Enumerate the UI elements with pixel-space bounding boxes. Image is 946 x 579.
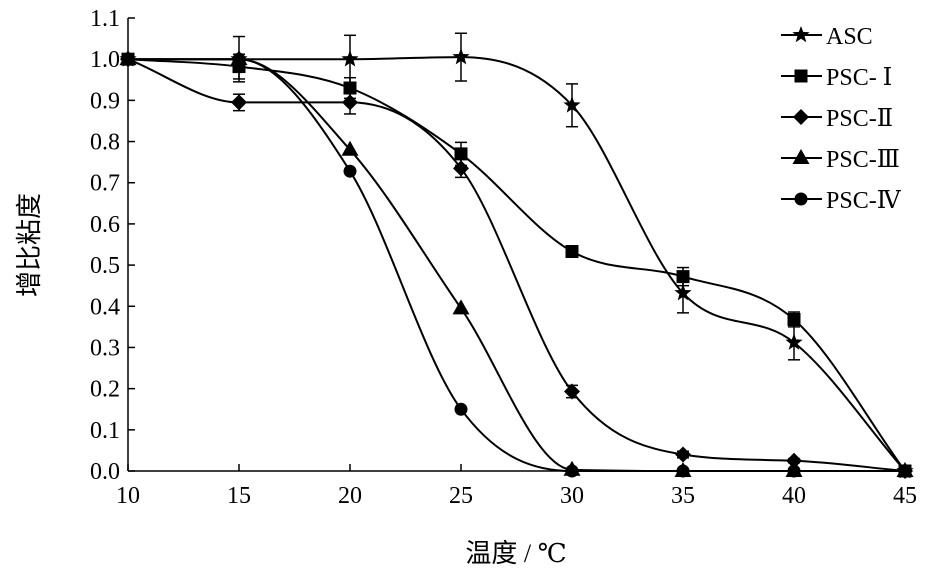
y-tick-label: 0.8 bbox=[90, 130, 120, 156]
data-point-diamond bbox=[231, 94, 247, 111]
data-point-circle bbox=[676, 464, 690, 478]
y-tick-label: 1.1 bbox=[90, 6, 120, 32]
y-tick-label: 0.1 bbox=[90, 418, 120, 444]
data-point-circle bbox=[898, 464, 912, 478]
x-tick-label: 15 bbox=[227, 483, 251, 509]
markers bbox=[119, 48, 914, 479]
legend-marker-square bbox=[794, 69, 808, 83]
legend-marker-diamond bbox=[793, 109, 809, 125]
y-tick-label: 0.2 bbox=[90, 377, 120, 403]
data-point-circle bbox=[343, 164, 357, 178]
y-tick-label: 1.0 bbox=[90, 47, 120, 73]
data-point-diamond bbox=[342, 94, 358, 111]
legend-marker-star bbox=[792, 26, 810, 43]
x-axis-title: 温度 / ℃ bbox=[465, 539, 566, 568]
legend-label: PSC-Ⅱ bbox=[826, 106, 893, 132]
data-point-circle bbox=[121, 52, 135, 66]
data-point-diamond bbox=[564, 383, 580, 400]
data-point-square bbox=[343, 81, 357, 95]
data-point-square bbox=[454, 147, 468, 161]
legend-label: PSC- Ⅰ bbox=[826, 65, 892, 91]
y-tick-label: 0.4 bbox=[90, 294, 120, 320]
y-tick-label: 0.0 bbox=[90, 459, 120, 485]
x-tick-label: 20 bbox=[338, 483, 362, 509]
axes: 0.0 0.1 0.2 0.3 0.4 0.5 0.6 0.7 0.8 0.9 1.0 1.1 10 15… bbox=[90, 6, 917, 509]
x-tick-label: 35 bbox=[671, 483, 695, 509]
x-tick-label: 30 bbox=[560, 483, 584, 509]
data-point-triangle bbox=[341, 140, 359, 156]
data-point-diamond bbox=[786, 452, 802, 469]
data-point-diamond bbox=[453, 160, 469, 177]
data-point-star bbox=[452, 48, 470, 65]
legend-marker-triangle bbox=[792, 149, 810, 164]
data-point-square bbox=[565, 245, 579, 259]
legend-marker-circle bbox=[794, 192, 808, 206]
series-line-diamond bbox=[127, 58, 906, 472]
curves bbox=[127, 56, 906, 472]
data-point-square bbox=[787, 312, 801, 326]
data-point-star bbox=[341, 50, 359, 67]
data-point-star bbox=[674, 284, 692, 301]
error-bars bbox=[233, 32, 800, 464]
data-point-diamond bbox=[675, 446, 691, 463]
y-tick-label: 0.6 bbox=[90, 212, 120, 238]
legend: ASC PSC- Ⅰ PSC-Ⅱ PSC-Ⅲ PSC-Ⅳ bbox=[781, 24, 902, 214]
data-point-circle bbox=[565, 464, 579, 478]
x-tick-label: 45 bbox=[893, 483, 917, 509]
x-tick-label: 10 bbox=[116, 483, 140, 509]
legend-label: PSC-Ⅳ bbox=[826, 188, 902, 214]
data-point-star bbox=[563, 96, 581, 113]
data-point-circle bbox=[787, 464, 801, 478]
data-point-square bbox=[676, 270, 690, 284]
y-axis-title: 增比粘度 bbox=[15, 193, 44, 297]
series-line-circle bbox=[127, 58, 905, 472]
data-point-circle bbox=[454, 402, 468, 416]
y-tick-label: 0.7 bbox=[90, 171, 120, 197]
series-line-triangle bbox=[127, 58, 905, 472]
y-tick-label: 0.5 bbox=[90, 253, 120, 279]
y-tick-label: 0.3 bbox=[90, 335, 120, 361]
x-tick-label: 40 bbox=[782, 483, 806, 509]
legend-label: ASC bbox=[826, 24, 873, 50]
data-point-star bbox=[785, 333, 803, 350]
data-point-circle bbox=[232, 52, 246, 66]
legend-label: PSC-Ⅲ bbox=[826, 147, 900, 173]
data-point-triangle bbox=[452, 299, 470, 315]
x-tick-label: 25 bbox=[449, 483, 473, 509]
y-tick-label: 0.9 bbox=[90, 88, 120, 114]
